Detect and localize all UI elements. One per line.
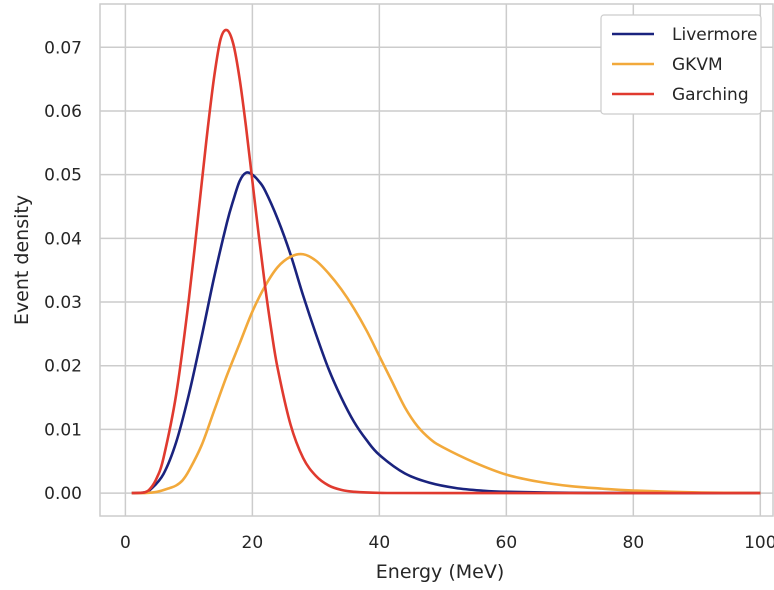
y-tick-label: 0.03 <box>44 293 82 313</box>
y-tick-labels: 0.00 0.01 0.02 0.03 0.04 0.05 0.06 0.07 <box>44 38 82 504</box>
x-axis-label: Energy (MeV) <box>376 561 504 583</box>
y-axis-label: Event density <box>11 195 33 325</box>
x-tick-label: 80 <box>623 533 645 553</box>
legend-label: GKVM <box>672 55 723 75</box>
y-tick-label: 0.07 <box>44 38 82 58</box>
y-tick-label: 0.01 <box>44 420 82 440</box>
series-layer <box>131 28 761 495</box>
series-line-livermore <box>131 171 761 495</box>
x-tick-labels: 0 20 40 60 80 100 <box>120 533 774 553</box>
y-tick-label: 0.04 <box>44 229 82 249</box>
x-tick-label: 60 <box>496 533 518 553</box>
series-line-garching <box>131 28 761 495</box>
x-tick-label: 40 <box>369 533 391 553</box>
legend-box <box>600 14 762 115</box>
x-tick-label: 0 <box>120 533 131 553</box>
y-tick-label: 0.00 <box>44 484 82 504</box>
y-tick-label: 0.06 <box>44 102 82 122</box>
series-line-gkvm <box>131 252 761 495</box>
x-tick-label: 100 <box>744 533 774 553</box>
y-tick-label: 0.05 <box>44 166 82 186</box>
y-tick-label: 0.02 <box>44 357 82 377</box>
legend-label: Garching <box>672 85 749 105</box>
x-tick-label: 20 <box>242 533 264 553</box>
plot-frame <box>99 3 774 517</box>
legend: Livermore GKVM Garching <box>600 14 762 115</box>
legend-label: Livermore <box>672 25 757 45</box>
